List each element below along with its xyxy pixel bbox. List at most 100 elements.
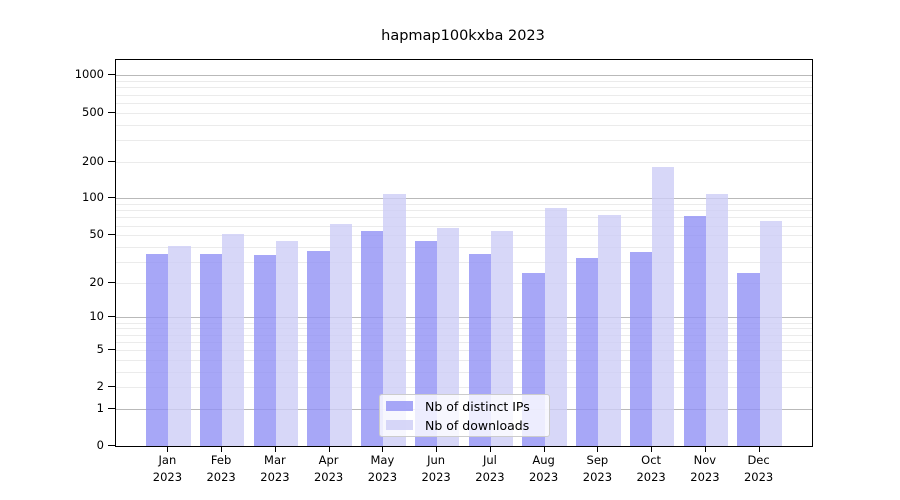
bar-nb-of-distinct-ips-dec [737, 273, 760, 446]
y-tick-label: 0 [96, 438, 104, 452]
y-tick-label: 10 [89, 309, 104, 324]
bar-nb-of-distinct-ips-nov [683, 215, 706, 446]
y-tick-label: 1 [96, 400, 104, 415]
x-tick-mark [436, 446, 438, 452]
x-tick-mark [328, 446, 330, 452]
y-gridline-minor [116, 387, 812, 389]
y-tick-mark [108, 111, 115, 113]
y-gridline-major [116, 198, 812, 200]
y-gridline-minor [116, 282, 812, 284]
y-gridline-minor [116, 94, 812, 96]
y-gridline-minor [116, 139, 812, 141]
y-gridline-major [116, 317, 812, 319]
y-gridline-minor [116, 112, 812, 114]
y-gridline-minor [116, 217, 812, 219]
y-tick-mark [108, 316, 115, 318]
legend-label-downloads: Nb of downloads [425, 417, 530, 433]
bar-nb-of-downloads-may [383, 194, 406, 446]
y-gridline-minor [116, 341, 812, 343]
y-gridline-minor [116, 87, 812, 89]
bar-nb-of-distinct-ips-jan [146, 253, 169, 446]
legend-item-distinct-ips: Nb of distinct IPs [386, 399, 543, 414]
x-tick-mark [167, 446, 169, 452]
y-gridline-minor [116, 261, 812, 263]
y-tick-mark [108, 386, 115, 388]
bar-nb-of-downloads-jul [490, 231, 514, 446]
bar-nb-of-downloads-sep [598, 215, 621, 446]
legend: Nb of distinct IPs Nb of downloads [379, 394, 550, 437]
y-tick-mark [108, 445, 115, 446]
x-tick-label-may: May 2023 [367, 453, 398, 484]
x-tick-label-oct: Oct 2023 [636, 453, 666, 484]
bar-nb-of-distinct-ips-may [361, 231, 384, 446]
y-gridline-minor [116, 235, 812, 237]
x-tick-label-apr: Apr 2023 [313, 453, 344, 484]
plot-area: Nb of distinct IPs Nb of downloads [115, 59, 813, 447]
y-gridline-minor [116, 81, 812, 83]
y-gridline-minor [116, 334, 812, 336]
x-tick-mark [221, 446, 223, 452]
x-tick-label-feb: Feb 2023 [206, 453, 236, 484]
y-gridline-minor [116, 371, 812, 373]
legend-item-downloads: Nb of downloads [386, 418, 543, 433]
y-gridline-minor [116, 102, 812, 104]
y-gridline-minor [116, 328, 812, 330]
x-tick-mark [597, 446, 599, 452]
y-tick-mark [108, 348, 115, 350]
y-tick-label: 100 [82, 190, 104, 205]
y-gridline-major [116, 75, 812, 77]
y-tick-mark [108, 407, 115, 409]
y-tick-label: 1000 [74, 67, 104, 82]
y-gridline-minor [116, 124, 812, 126]
bar-nb-of-downloads-oct [652, 167, 675, 446]
bar-nb-of-downloads-mar [275, 240, 299, 446]
y-tick-mark [108, 234, 115, 236]
bar-nb-of-distinct-ips-oct [629, 252, 653, 446]
x-tick-label-jul: Jul 2023 [475, 453, 505, 484]
legend-swatch-downloads [386, 420, 413, 430]
x-tick-mark [758, 446, 760, 452]
bar-nb-of-downloads-feb [222, 234, 245, 446]
x-tick-label-aug: Aug 2023 [528, 453, 559, 484]
x-tick-label-jan: Jan 2023 [152, 453, 183, 484]
x-tick-mark [543, 446, 545, 452]
x-tick-mark [382, 446, 384, 452]
y-tick-label: 500 [82, 104, 104, 119]
bar-nb-of-downloads-aug [544, 207, 567, 446]
y-gridline-minor [116, 225, 812, 227]
y-gridline-minor [116, 322, 812, 324]
y-gridline-minor [116, 246, 812, 248]
bar-nb-of-downloads-dec [759, 221, 782, 446]
y-gridline-minor [116, 210, 812, 212]
x-tick-label-jun: Jun 2023 [421, 453, 451, 484]
x-tick-mark [489, 446, 491, 452]
bar-nb-of-downloads-jan [168, 245, 191, 446]
bar-nb-of-downloads-apr [329, 223, 352, 446]
bar-nb-of-downloads-nov [705, 194, 729, 446]
x-tick-mark [274, 446, 276, 452]
bar-nb-of-distinct-ips-apr [307, 250, 330, 446]
y-gridline-minor [116, 204, 812, 205]
bar-nb-of-distinct-ips-mar [253, 255, 276, 446]
y-tick-mark [108, 197, 115, 199]
y-tick-mark [108, 281, 115, 283]
y-tick-mark [108, 74, 115, 76]
bar-nb-of-distinct-ips-feb [199, 253, 223, 446]
y-tick-label: 5 [96, 341, 104, 356]
bar-nb-of-downloads-jun [437, 228, 460, 446]
x-tick-label-sep: Sep 2023 [582, 453, 613, 484]
legend-swatch-distinct-ips [386, 401, 413, 411]
legend-label-distinct-ips: Nb of distinct IPs [425, 398, 530, 414]
x-tick-label-nov: Nov 2023 [690, 453, 720, 484]
y-gridline-minor [116, 359, 812, 361]
y-gridline-minor [116, 349, 812, 351]
chart-title: hapmap100kxba 2023 [381, 28, 545, 44]
x-tick-mark [704, 446, 706, 452]
y-tick-label: 20 [89, 274, 104, 289]
y-tick-label: 200 [82, 153, 104, 168]
y-tick-mark [108, 160, 115, 162]
x-tick-label-dec: Dec 2023 [743, 453, 774, 484]
x-tick-label-mar: Mar 2023 [260, 453, 290, 484]
y-gridline-minor [116, 161, 812, 163]
